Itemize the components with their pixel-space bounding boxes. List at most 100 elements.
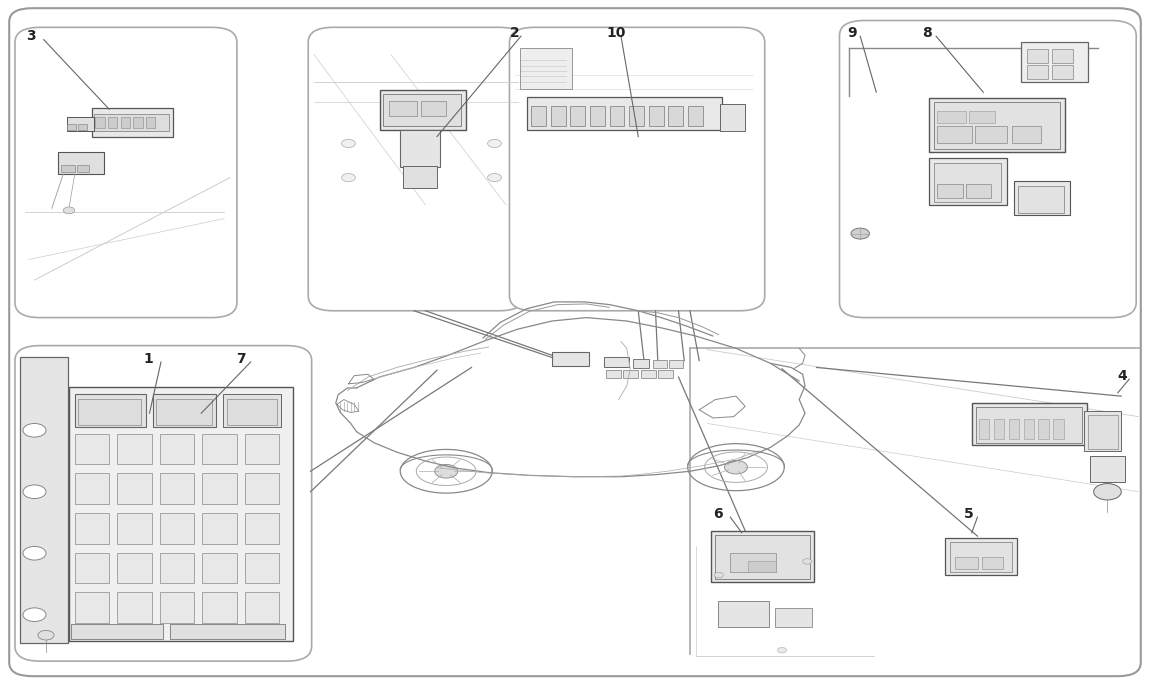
Bar (623, 370, 638, 378)
Bar (969, 111, 995, 123)
Bar (1021, 42, 1088, 82)
Circle shape (488, 139, 501, 148)
Bar (75, 513, 109, 544)
Bar (202, 473, 237, 504)
Text: 9: 9 (848, 27, 857, 40)
Bar (153, 394, 216, 427)
Bar (245, 513, 279, 544)
Bar (1027, 49, 1048, 63)
Bar (160, 592, 194, 623)
Bar (160, 513, 194, 544)
FancyBboxPatch shape (15, 27, 237, 318)
Text: 10: 10 (606, 27, 626, 40)
Bar (1009, 419, 1019, 439)
Bar (929, 98, 1065, 152)
Bar (934, 163, 1000, 202)
Bar (604, 357, 629, 367)
Bar (202, 553, 237, 583)
Bar (975, 126, 1007, 143)
Bar (937, 184, 963, 198)
Bar (117, 513, 152, 544)
Bar (78, 124, 87, 130)
FancyBboxPatch shape (840, 20, 1136, 318)
Bar (117, 473, 152, 504)
Bar (227, 399, 277, 425)
Bar (527, 97, 722, 130)
Bar (77, 165, 89, 172)
Bar (67, 117, 94, 131)
Bar (934, 102, 1060, 149)
Bar (937, 126, 972, 143)
Text: 3: 3 (26, 29, 36, 42)
Text: 8: 8 (922, 27, 932, 40)
Bar (945, 538, 1017, 575)
Bar (1053, 419, 1064, 439)
Bar (641, 370, 656, 378)
FancyBboxPatch shape (9, 8, 1141, 676)
Circle shape (23, 608, 46, 622)
Bar (1024, 419, 1034, 439)
Bar (775, 608, 812, 627)
Bar (202, 592, 237, 623)
Bar (380, 90, 466, 130)
Bar (610, 106, 624, 126)
FancyBboxPatch shape (308, 27, 524, 311)
FancyBboxPatch shape (15, 346, 312, 661)
Text: 6: 6 (713, 507, 722, 520)
Circle shape (851, 228, 869, 239)
Bar (78, 399, 141, 425)
Bar (632, 359, 649, 368)
Bar (1090, 456, 1125, 482)
Bar (994, 419, 1004, 439)
Bar (520, 48, 572, 89)
Bar (202, 513, 237, 544)
Circle shape (23, 485, 46, 499)
Bar (94, 114, 169, 131)
Bar (711, 531, 814, 582)
Text: 2: 2 (509, 27, 519, 40)
Bar (1038, 419, 1049, 439)
Bar (1084, 411, 1121, 451)
Bar (61, 165, 75, 172)
Bar (245, 473, 279, 504)
Bar (1027, 65, 1048, 79)
Bar (421, 101, 446, 116)
Text: 4: 4 (1118, 369, 1127, 382)
Circle shape (38, 630, 54, 640)
Bar (20, 357, 68, 643)
Bar (649, 106, 664, 126)
Circle shape (1094, 484, 1121, 500)
Bar (966, 184, 991, 198)
Bar (108, 117, 117, 128)
Circle shape (777, 647, 787, 653)
Bar (58, 152, 104, 174)
Bar (95, 117, 105, 128)
Bar (71, 624, 163, 639)
Circle shape (724, 460, 748, 474)
Circle shape (488, 173, 501, 182)
Bar (720, 104, 745, 131)
Bar (245, 592, 279, 623)
Circle shape (342, 173, 355, 182)
Bar (531, 106, 546, 126)
Bar (1052, 65, 1073, 79)
Bar (1012, 126, 1041, 143)
Bar (976, 407, 1082, 443)
Bar (950, 542, 1012, 572)
Bar (117, 434, 152, 464)
Bar (75, 434, 109, 464)
Bar (688, 106, 703, 126)
Bar (1014, 181, 1070, 215)
FancyBboxPatch shape (509, 27, 765, 311)
Bar (552, 352, 589, 366)
Bar (718, 601, 769, 627)
Bar (402, 166, 437, 188)
Bar (170, 624, 285, 639)
Bar (1018, 186, 1064, 213)
Bar (75, 394, 146, 427)
Bar (954, 557, 978, 569)
Circle shape (803, 559, 812, 564)
Bar (669, 360, 683, 368)
Bar (979, 419, 989, 439)
Text: 5: 5 (964, 507, 973, 520)
